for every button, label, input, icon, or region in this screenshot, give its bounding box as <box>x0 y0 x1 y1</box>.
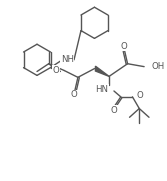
Text: HN: HN <box>95 85 108 94</box>
Text: O: O <box>136 91 143 100</box>
Text: OH: OH <box>152 62 165 71</box>
Text: O: O <box>111 106 117 115</box>
Polygon shape <box>95 66 109 76</box>
Text: NH: NH <box>61 55 74 64</box>
Text: O: O <box>120 42 127 51</box>
Text: O: O <box>71 90 77 99</box>
Text: O: O <box>53 66 59 75</box>
